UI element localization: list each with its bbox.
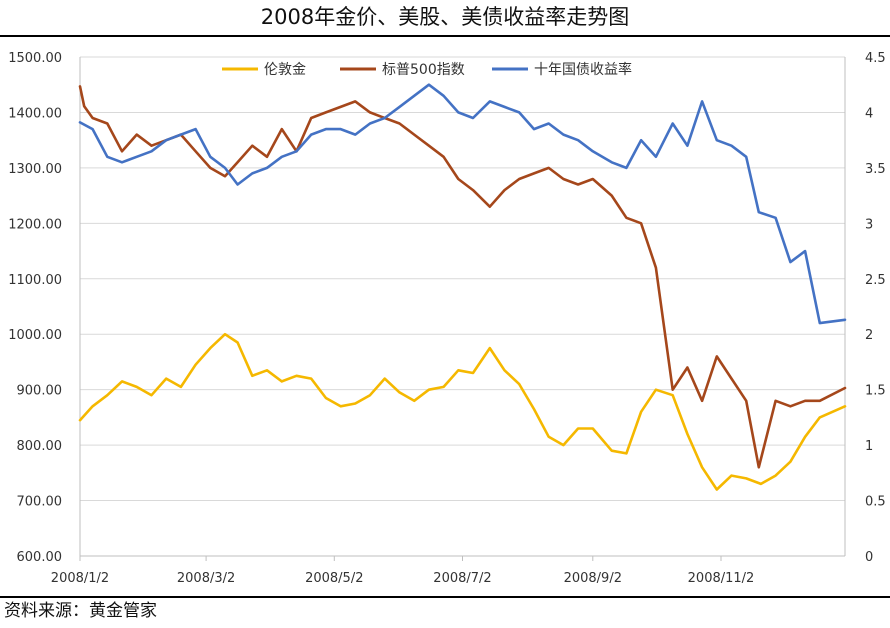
left-tick-label: 1200.00 — [8, 217, 62, 232]
gridlines — [80, 56, 845, 502]
series-lines — [78, 83, 847, 491]
series-line-2 — [78, 83, 847, 325]
series-line-1 — [78, 85, 847, 469]
legend: 伦敦金 标普500指数 十年国债收益率 — [222, 61, 632, 78]
left-axis-ticks: 600.00 700.00 800.00 900.00 1000.00 1100.00 12… — [8, 51, 62, 565]
chart-title: 2008年金价、美股、美债收益率走势图 — [260, 5, 630, 29]
right-tick-label: 2 — [865, 328, 873, 343]
right-tick-label: 4.5 — [865, 51, 886, 66]
right-tick-label: 1 — [865, 439, 873, 454]
legend-label-2: 十年国债收益率 — [534, 61, 632, 78]
left-tick-label: 1400.00 — [8, 106, 62, 121]
legend-label-0: 伦敦金 — [264, 62, 306, 78]
right-tick-label: 2.5 — [865, 273, 886, 288]
right-tick-label: 0 — [865, 550, 873, 565]
x-tick-label: 2008/7/2 — [433, 571, 491, 586]
x-axis-ticks: 2008/1/2 2008/3/2 2008/5/2 2008/7/2 2008/9/2… — [51, 556, 755, 586]
left-tick-label: 900.00 — [17, 384, 63, 399]
x-tick-label: 2008/3/2 — [177, 571, 235, 586]
left-tick-label: 1300.00 — [8, 162, 62, 177]
x-tick-label: 2008/1/2 — [51, 571, 109, 586]
left-tick-label: 600.00 — [17, 550, 63, 565]
right-tick-label: 3 — [865, 217, 873, 232]
left-tick-label: 1500.00 — [8, 51, 62, 66]
x-tick-label: 2008/9/2 — [564, 571, 622, 586]
title-divider — [0, 35, 890, 37]
left-tick-label: 1000.00 — [8, 328, 62, 343]
left-tick-label: 800.00 — [17, 439, 63, 454]
x-tick-label: 2008/5/2 — [305, 571, 363, 586]
source-divider — [0, 596, 890, 598]
right-tick-label: 4 — [865, 106, 873, 121]
right-tick-label: 3.5 — [865, 162, 886, 177]
right-tick-label: 0.5 — [865, 495, 886, 510]
series-line-0 — [78, 332, 847, 491]
left-tick-label: 1100.00 — [8, 273, 62, 288]
right-axis-ticks: 0 0.5 1 1.5 2 2.5 3 3.5 4 4.5 — [865, 51, 886, 565]
left-tick-label: 700.00 — [17, 495, 63, 510]
legend-label-1: 标普500指数 — [382, 62, 465, 78]
axes — [79, 57, 846, 557]
source-note: 资料来源：黄金管家 — [4, 601, 157, 621]
x-tick-label: 2008/11/2 — [688, 571, 755, 586]
right-tick-label: 1.5 — [865, 384, 886, 399]
